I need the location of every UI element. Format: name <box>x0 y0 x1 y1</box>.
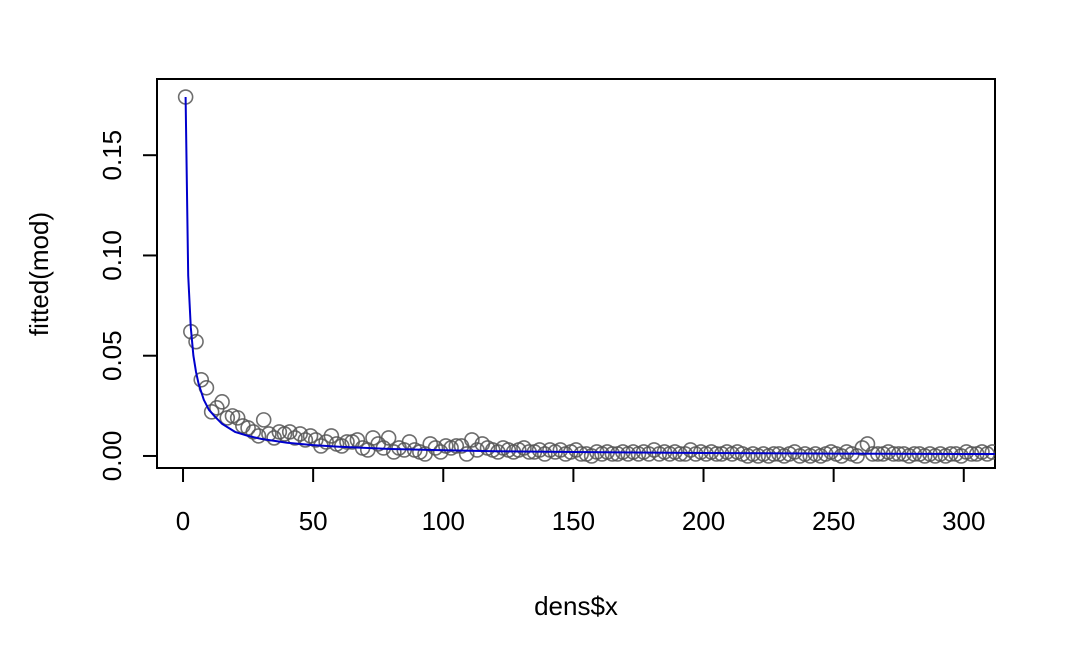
data-point <box>604 446 621 462</box>
data-point <box>682 442 699 458</box>
data-point <box>464 432 480 448</box>
data-point <box>448 438 465 454</box>
data-point <box>573 446 590 462</box>
data-point <box>849 448 865 464</box>
data-point <box>255 412 272 428</box>
data-point <box>646 442 662 458</box>
y-tick-label: 0.05 <box>97 330 127 381</box>
data-point <box>339 434 355 450</box>
data-point <box>302 428 319 444</box>
data-point <box>786 444 803 460</box>
x-tick-label: 200 <box>682 506 725 536</box>
y-tick-label: 0.10 <box>97 230 127 281</box>
data-point <box>583 448 600 464</box>
x-tick-label: 50 <box>299 506 328 536</box>
x-tick-label: 250 <box>812 506 855 536</box>
data-points <box>177 89 995 464</box>
data-point <box>516 440 532 456</box>
data-point <box>193 371 210 388</box>
data-point <box>380 430 397 446</box>
data-point <box>214 394 230 410</box>
data-point <box>297 432 314 448</box>
data-point <box>672 446 688 462</box>
data-point <box>536 446 553 462</box>
data-point <box>531 442 548 458</box>
data-point <box>984 444 995 460</box>
plot-frame <box>156 78 996 469</box>
data-point <box>641 446 657 462</box>
data-point <box>386 444 402 460</box>
data-point <box>458 446 475 462</box>
data-point <box>427 440 444 456</box>
x-tick-label: 300 <box>942 506 985 536</box>
y-axis: 0.00 0.05 0.10 0.15 <box>97 130 158 482</box>
data-point <box>188 333 204 350</box>
data-point <box>229 410 246 426</box>
x-tick-label: 100 <box>422 506 465 536</box>
data-point <box>287 430 303 446</box>
data-point <box>859 436 876 452</box>
fit-line <box>184 96 995 455</box>
data-point <box>833 448 850 464</box>
data-point <box>422 436 439 452</box>
x-axis-label: dens$x <box>534 591 618 621</box>
data-point <box>677 446 694 462</box>
y-tick-label: 0.00 <box>97 431 127 482</box>
y-axis-label: fitted(mod) <box>24 212 54 336</box>
data-point <box>568 442 584 458</box>
x-tick-label: 0 <box>176 506 190 536</box>
data-point <box>552 442 569 458</box>
data-point <box>323 428 340 444</box>
fit-line-group <box>184 96 995 455</box>
data-point <box>203 404 220 420</box>
y-tick-label: 0.15 <box>97 130 127 181</box>
data-point <box>953 448 969 464</box>
x-axis: 0 50 100 150 200 250 300 <box>176 467 985 536</box>
x-tick-label: 150 <box>552 506 595 536</box>
data-point <box>245 424 262 440</box>
